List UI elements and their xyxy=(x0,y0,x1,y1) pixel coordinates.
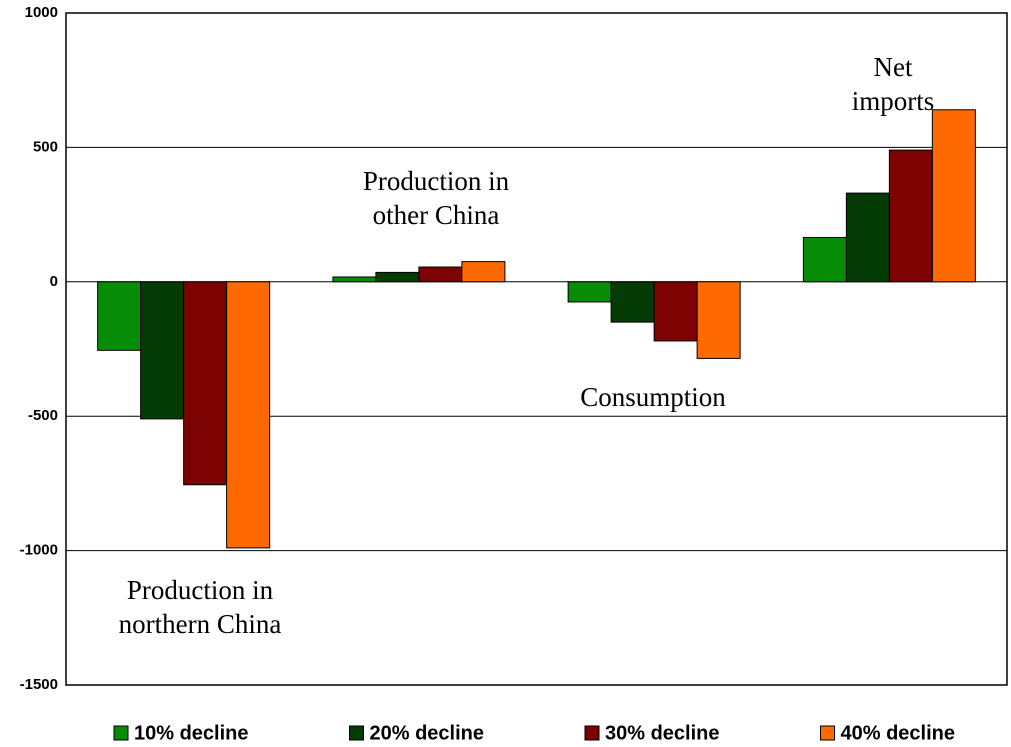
legend-swatch xyxy=(113,725,129,741)
y-tick-label: -500 xyxy=(28,407,58,424)
y-tick-label: 0 xyxy=(50,273,58,290)
bar xyxy=(610,281,655,323)
bar xyxy=(97,281,142,351)
legend-swatch xyxy=(349,725,364,741)
legend-label: 30% decline xyxy=(605,722,720,744)
bar xyxy=(931,109,976,283)
bar xyxy=(567,281,612,303)
category-label: Consumption xyxy=(580,382,726,412)
bar xyxy=(140,281,185,420)
category-label: Production in northern China xyxy=(118,575,282,639)
plot-border xyxy=(65,12,1008,686)
legend-swatch xyxy=(820,725,835,741)
bar xyxy=(332,276,377,283)
bar xyxy=(461,261,506,283)
legend-label: 40% decline xyxy=(841,722,956,744)
legend-swatch xyxy=(584,725,600,741)
bar xyxy=(802,236,847,283)
y-tick-label: 1000 xyxy=(25,4,58,21)
bar xyxy=(418,266,463,283)
category-label: Net imports xyxy=(851,52,935,116)
bar xyxy=(845,192,890,283)
y-tick-label: -1000 xyxy=(20,542,58,559)
bar xyxy=(653,281,698,342)
bar xyxy=(696,281,741,359)
legend-label: 20% decline xyxy=(370,722,485,744)
category-label: Production in other China xyxy=(362,166,510,230)
legend-label: 10% decline xyxy=(134,722,249,744)
bar xyxy=(183,281,228,486)
bar xyxy=(226,281,271,549)
y-tick-label: -1500 xyxy=(20,676,58,693)
y-tick-label: 500 xyxy=(33,138,58,155)
bar xyxy=(888,149,933,283)
bar xyxy=(375,271,420,283)
